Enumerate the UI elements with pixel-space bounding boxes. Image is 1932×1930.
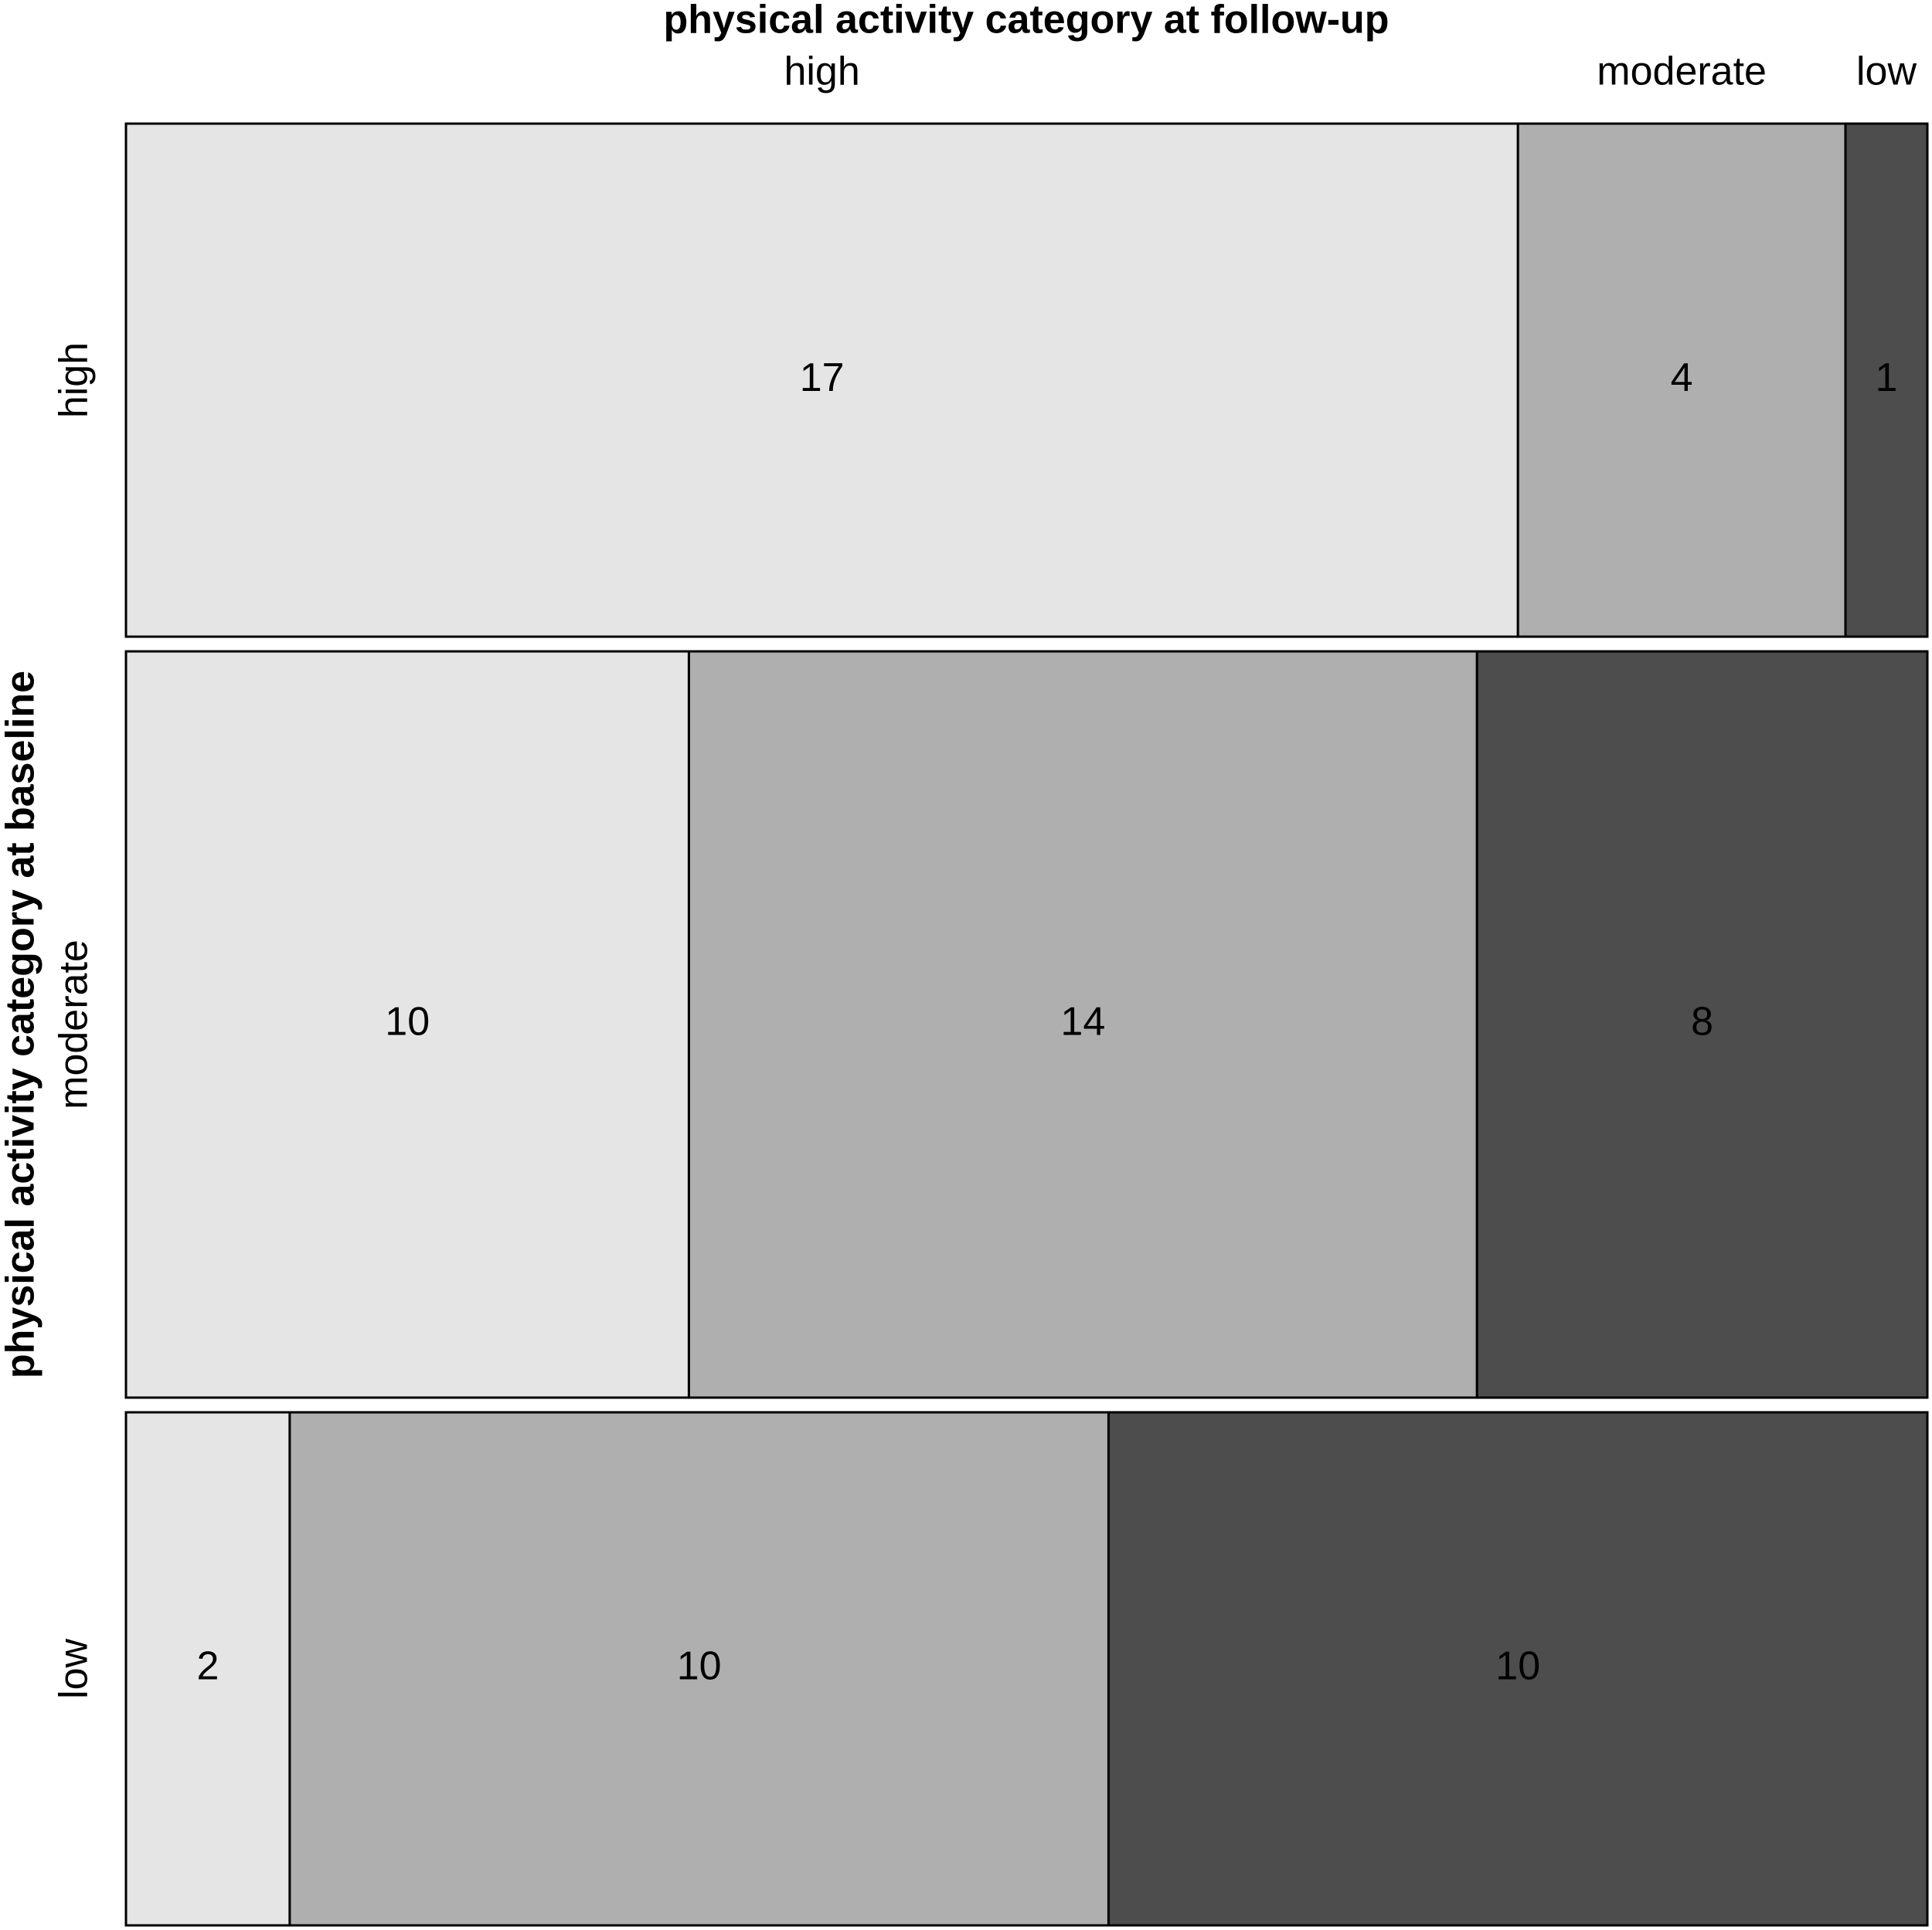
cell-label: 1	[1876, 355, 1898, 400]
cell	[124, 650, 690, 1399]
cell	[1475, 650, 1929, 1399]
cell	[1844, 122, 1929, 638]
column-label: low	[1856, 49, 1917, 94]
cell-label: 10	[1495, 1644, 1540, 1689]
cell-label: 10	[385, 1000, 430, 1045]
cell	[1516, 122, 1847, 638]
cell	[288, 1411, 1110, 1927]
cell-label: 10	[677, 1644, 722, 1689]
y-axis-title: physical activity category at baseline	[0, 671, 43, 1378]
cell-label: 17	[800, 355, 845, 400]
cell-label: 8	[1691, 1000, 1713, 1045]
cell	[124, 1411, 291, 1927]
row-label: high	[52, 342, 97, 418]
cell	[687, 650, 1478, 1399]
cell-label: 2	[196, 1644, 219, 1689]
row-label: low	[52, 1639, 97, 1699]
column-label: high	[784, 49, 859, 94]
chart-title: physical activity category at follow-up	[663, 0, 1389, 42]
cell-label: 4	[1671, 355, 1693, 400]
cell	[124, 122, 1519, 638]
column-label: moderate	[1597, 49, 1767, 94]
cell-label: 14	[1060, 1000, 1105, 1045]
cell	[1107, 1411, 1929, 1927]
row-label: moderate	[52, 940, 97, 1109]
